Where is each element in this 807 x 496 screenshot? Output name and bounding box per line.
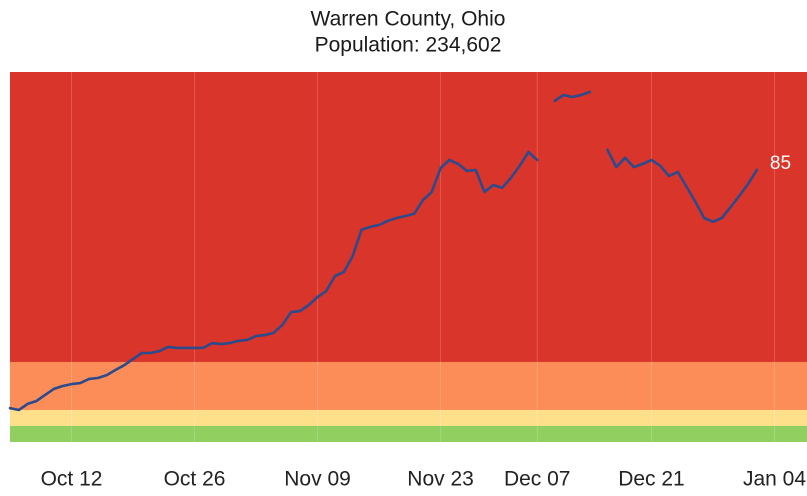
x-tick-label: Oct 12	[41, 468, 103, 491]
x-tick-label: Oct 26	[164, 468, 226, 491]
risk-band	[10, 72, 807, 362]
data-line	[606, 148, 759, 224]
x-tick-label: Jan 04	[743, 468, 806, 491]
chart-subtitle: Population: 234,602	[315, 34, 502, 57]
data-line	[553, 90, 592, 103]
chart-title: Warren County, Ohio	[311, 8, 506, 31]
x-tick-label: Nov 23	[407, 468, 474, 491]
end-label: 85	[770, 153, 791, 174]
x-tick-label: Dec 07	[504, 468, 571, 491]
data-line	[8, 150, 539, 412]
risk-band	[10, 409, 807, 426]
risk-band	[10, 361, 807, 410]
x-tick-label: Nov 09	[284, 468, 351, 491]
risk-band	[10, 425, 807, 442]
x-tick-label: Dec 21	[618, 468, 685, 491]
